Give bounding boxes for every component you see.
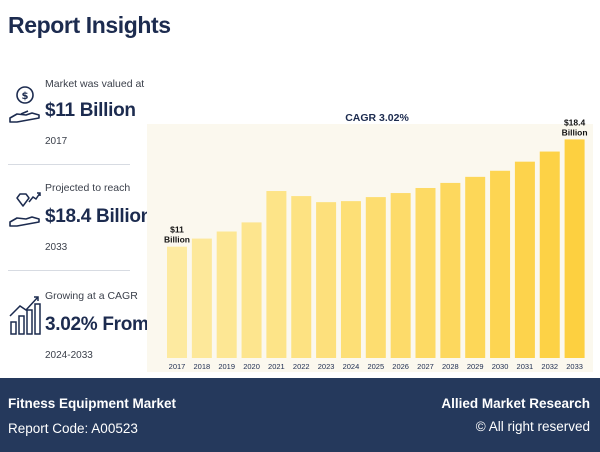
bar-2033	[564, 139, 585, 358]
money-hand-icon: $	[9, 86, 40, 123]
stat-label: Market was valued at	[45, 78, 145, 90]
x-tick-label: 2030	[492, 362, 509, 371]
x-tick-label: 2017	[169, 362, 186, 371]
bar-chart: CAGR 3.02% 2017 2018 2019 2020 2021 2022 2023 2…	[164, 112, 588, 371]
bar-2027	[415, 187, 436, 358]
stat-cagr: Growing at a CAGR 3.02% From 2024-2033	[8, 290, 149, 390]
stat-year: 2033	[45, 242, 68, 253]
svg-text:$: $	[22, 91, 29, 102]
bar-2028	[440, 182, 461, 358]
stat-projected-value: Projected to reach $18.4 Billion 2033	[8, 182, 152, 282]
x-tick-label: 2026	[392, 362, 409, 371]
bar-2020	[241, 222, 262, 358]
chart-title: CAGR 3.02%	[345, 112, 409, 124]
data-label-2017: $11 Billion	[164, 225, 190, 245]
x-tick-label: 2022	[293, 362, 310, 371]
bar-2022	[291, 196, 312, 358]
stat-market-value: $ Market was valued at $11 Billion 2017	[8, 78, 144, 178]
stat-year: 2024-2033	[45, 350, 93, 361]
data-label-2033: $18.4 Billion	[562, 117, 588, 137]
stat-value: $11 Billion	[45, 100, 136, 121]
bar-2030	[490, 170, 511, 358]
x-tick-label: 2032	[541, 362, 558, 371]
page-title: Report Insights	[8, 12, 171, 38]
stat-value: $18.4 Billion	[45, 206, 152, 227]
bar-2031	[514, 161, 535, 358]
bar-2023	[316, 202, 337, 358]
divider	[8, 164, 130, 165]
bar-2019	[216, 231, 237, 358]
bar-2029	[465, 176, 486, 358]
x-tick-label: 2019	[218, 362, 235, 371]
x-tick-label: 2024	[343, 362, 360, 371]
bar-2026	[390, 193, 411, 358]
footer: Fitness Equipment Market Report Code: A0…	[0, 378, 600, 452]
x-tick-label: 2029	[467, 362, 484, 371]
bar-2025	[365, 197, 386, 358]
report-code: Report Code: A00523	[8, 421, 138, 436]
x-tick-label: 2021	[268, 362, 285, 371]
x-tick-label: 2028	[442, 362, 459, 371]
brand-name: Allied Market Research	[441, 396, 590, 411]
x-tick-label: 2033	[566, 362, 583, 371]
copyright: © All right reserved	[475, 419, 590, 434]
x-tick-label: 2031	[517, 362, 534, 371]
x-tick-label: 2023	[318, 362, 335, 371]
bar-2024	[340, 201, 361, 358]
market-name: Fitness Equipment Market	[8, 396, 177, 411]
stat-label: Projected to reach	[45, 182, 131, 194]
divider	[8, 270, 130, 271]
bar-2021	[266, 191, 287, 358]
x-tick-label: 2018	[194, 362, 211, 371]
stat-year: 2017	[45, 136, 68, 147]
bar-2032	[539, 151, 560, 358]
x-tick-label: 2027	[417, 362, 434, 371]
stat-label: Growing at a CAGR	[45, 290, 138, 302]
bar-2018	[191, 238, 212, 358]
growth-hand-icon	[9, 192, 41, 227]
x-tick-label: 2020	[243, 362, 260, 371]
stat-value: 3.02% From	[45, 314, 149, 335]
bar-growth-icon	[9, 296, 41, 335]
x-tick-label: 2025	[367, 362, 384, 371]
bar-2017	[167, 246, 187, 358]
